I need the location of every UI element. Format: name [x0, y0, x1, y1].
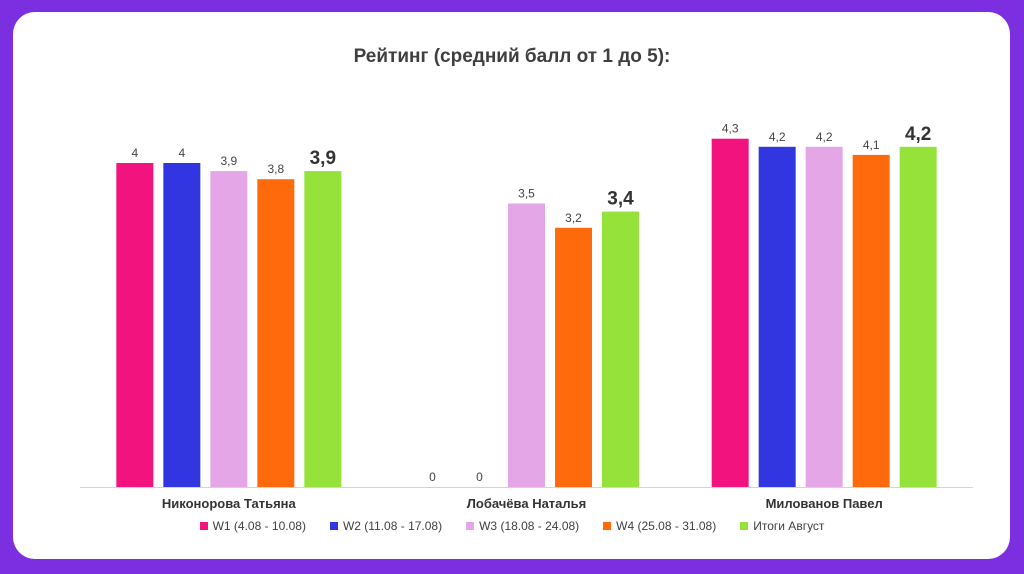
bar	[805, 146, 843, 488]
legend-label: W3 (18.08 - 24.08)	[479, 519, 580, 533]
data-label: 4,2	[905, 124, 931, 145]
data-label: 4,2	[816, 130, 833, 144]
legend-swatch	[603, 522, 612, 530]
legend-label: W2 (11.08 - 17.08)	[342, 519, 443, 533]
data-label: 0	[476, 470, 483, 484]
legend-item: W1 (4.08 - 10.08)	[199, 519, 306, 533]
legend-item: W4 (25.08 - 31.08)	[603, 519, 716, 533]
bar	[257, 179, 295, 487]
data-label: 3,4	[607, 189, 634, 210]
legend-item: W3 (18.08 - 24.08)	[466, 519, 579, 533]
legend-label: Итоги Август	[753, 519, 825, 533]
bar	[899, 146, 937, 488]
legend-swatch	[466, 522, 475, 530]
data-label: 3,9	[310, 148, 336, 169]
bar	[163, 163, 201, 487]
legend-label: W1 (4.08 - 10.08)	[212, 519, 306, 533]
bar	[602, 211, 639, 487]
data-label: 4	[131, 146, 138, 160]
category-label: Милованов Павел	[766, 496, 883, 511]
chart-title: Рейтинг (средний балл от 1 до 5):	[353, 46, 671, 67]
bar	[210, 171, 248, 487]
legend-item: W2 (11.08 - 17.08)	[329, 519, 443, 533]
data-label: 3,9	[220, 154, 237, 168]
legend-swatch	[740, 522, 749, 530]
bar	[116, 163, 154, 487]
bar	[758, 146, 796, 488]
data-label: 4,3	[722, 122, 739, 136]
category-label: Никонорова Татьяна	[162, 496, 297, 511]
legend-label: W4 (25.08 - 31.08)	[616, 519, 717, 533]
legend-swatch	[199, 522, 208, 530]
data-label: 3,2	[565, 211, 582, 225]
bar	[711, 138, 749, 487]
chart-legend: W1 (4.08 - 10.08) W2 (11.08 - 17.08) W3 (1…	[0, 519, 1024, 533]
data-label: 3,8	[267, 162, 284, 176]
legend-swatch	[329, 522, 338, 530]
bar	[852, 154, 890, 487]
bar	[304, 171, 342, 487]
bar	[555, 227, 592, 488]
data-label: 4,2	[769, 130, 786, 144]
category-label: Лобачёва Наталья	[467, 496, 587, 511]
data-label: 4	[178, 146, 185, 160]
legend-item: Итоги Август	[740, 519, 824, 533]
data-label: 4,1	[863, 138, 880, 152]
data-label: 0	[429, 470, 436, 484]
bar	[508, 203, 545, 487]
data-label: 3,5	[518, 187, 535, 201]
